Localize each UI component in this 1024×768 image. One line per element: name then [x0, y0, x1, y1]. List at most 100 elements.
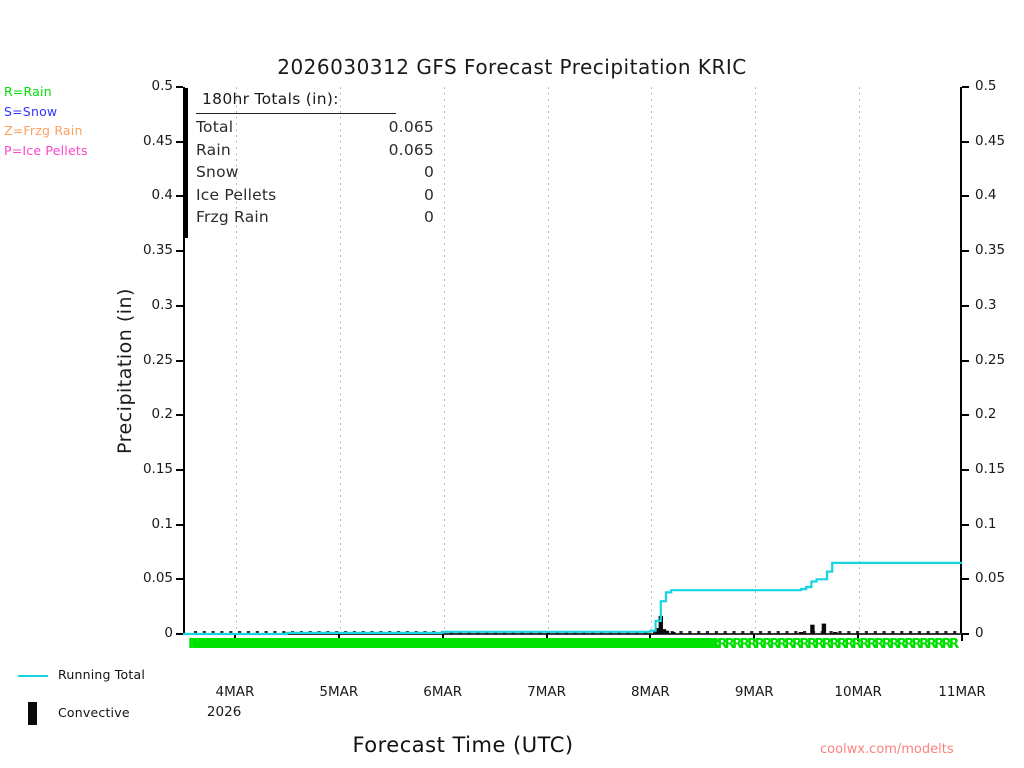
precip-type-marker: R: [370, 636, 382, 652]
precip-type-marker: R: [651, 636, 663, 652]
gridline-5: [755, 87, 757, 634]
precip-type-marker: R: [678, 636, 689, 652]
precip-type-marker: R: [437, 636, 448, 652]
precip-type-marker: R: [280, 636, 292, 652]
precip-type-marker: R: [408, 636, 419, 652]
precip-type-marker: R: [474, 636, 485, 652]
precip-type-marker: R: [222, 636, 234, 652]
precip-type-marker: R: [225, 636, 236, 652]
precip-type-marker: R: [806, 636, 818, 652]
x-axis-baseline: [183, 633, 964, 635]
precip-type-marker: R: [323, 636, 334, 652]
precip-type-marker: R: [582, 636, 594, 652]
precip-type-marker: R: [233, 636, 244, 652]
precip-type-marker: R: [262, 636, 273, 652]
precip-type-marker: R: [596, 636, 607, 652]
precip-type-marker: R: [347, 636, 358, 652]
precip-type-marker: R: [543, 636, 554, 652]
totals-row-value: 0: [423, 163, 434, 181]
y-tick-right-10: [962, 86, 969, 88]
precip-type-marker: R: [405, 636, 416, 652]
plot-frame: [183, 87, 962, 634]
precip-type-marker: R: [455, 636, 467, 652]
precip-type-marker: R: [352, 636, 363, 652]
precip-type-marker: R: [373, 636, 384, 652]
precip-type-marker: R: [617, 636, 628, 652]
precip-type-marker: R: [439, 636, 451, 652]
series-legend-label: Running Total: [58, 667, 145, 682]
precip-type-marker: R: [609, 636, 620, 652]
precip-type-marker: R: [264, 636, 276, 652]
totals-row: Snow 0: [196, 163, 434, 186]
precip-type-marker: R: [739, 636, 750, 652]
precip-type-marker: R: [564, 636, 575, 652]
convective-swatch-icon: [28, 702, 37, 725]
precip-type-marker: R: [548, 636, 559, 652]
gridline-2: [443, 87, 445, 634]
totals-summary-box: 180hr Totals (in): Total 0.065 Rain 0.065 Sn…: [185, 88, 437, 238]
gridline-1: [339, 87, 341, 634]
y-axis-title: Precipitation (in): [114, 288, 136, 454]
precip-type-marker: R: [889, 636, 900, 652]
gridline-6: [859, 87, 861, 634]
precip-type-marker: R: [429, 636, 440, 652]
precip-type-marker: R: [188, 636, 199, 652]
y-tick-left-8: [176, 195, 183, 198]
precip-type-marker: R: [418, 636, 430, 652]
precip-type-marker: R: [635, 636, 647, 652]
totals-row-label: Frzg Rain: [196, 208, 269, 226]
totals-row-label: Rain: [196, 140, 231, 159]
precip-type-marker: R: [611, 636, 623, 652]
precip-type-marker: R: [392, 636, 403, 652]
precip-type-marker: R: [241, 636, 252, 652]
precip-type-legend-item-1: S=Snow: [4, 103, 58, 119]
y-tick-label-left-6: 0.3: [151, 296, 173, 313]
page-title: 2026030312 GFS Forecast Precipitation KR…: [277, 55, 747, 79]
precip-type-marker: R: [948, 636, 960, 652]
y-tick-right-6: [962, 304, 969, 307]
precip-type-marker: R: [672, 636, 684, 652]
precip-type-marker: R: [625, 636, 636, 652]
precip-type-marker: R: [535, 636, 546, 652]
precip-type-marker: R: [484, 636, 496, 652]
site-watermark: coolwx.com/modelts: [820, 742, 954, 757]
precip-type-marker: R: [410, 636, 422, 652]
y-tick-left-9: [176, 140, 183, 143]
precip-type-marker: R: [664, 636, 676, 652]
precip-type-marker: R: [670, 636, 681, 652]
precip-type-marker: R: [426, 636, 437, 652]
precip-type-marker: R: [431, 636, 443, 652]
x-tick-label-6: 10MAR: [834, 684, 882, 700]
precip-type-marker: R: [331, 636, 342, 652]
precip-type-marker: R: [278, 636, 289, 652]
totals-row-value: 0: [423, 208, 434, 226]
series-legend-label: Convective: [58, 705, 130, 720]
precip-type-marker: R: [360, 636, 371, 652]
y-tick-label-left-8: 0.4: [151, 187, 173, 204]
totals-row: Total 0.065: [196, 118, 434, 141]
precip-type-marker: R: [421, 636, 432, 652]
precip-type-marker: R: [466, 636, 477, 652]
series-legend-item-1: Convective: [12, 702, 187, 738]
precip-type-marker: R: [911, 636, 922, 652]
precip-type-marker: R: [511, 636, 522, 652]
precip-type-marker: R: [251, 636, 263, 652]
x-tick-label-3: 7MAR: [527, 684, 566, 700]
y-tick-label-left-5: 0.25: [142, 351, 173, 368]
precip-type-marker: R: [376, 636, 387, 652]
precip-type-marker: R: [460, 636, 472, 652]
precip-type-marker: R: [881, 636, 892, 652]
precip-type-marker: R: [696, 636, 708, 652]
precip-type-marker: R: [814, 636, 825, 652]
precip-type-marker: R: [386, 636, 398, 652]
precip-type-marker: R: [556, 636, 567, 652]
y-tick-label-right-4: 0.2: [975, 406, 997, 423]
precip-type-marker: R: [606, 636, 618, 652]
precip-type-marker: R: [415, 636, 427, 652]
totals-row-label: Snow: [196, 163, 239, 181]
y-tick-label-right-7: 0.35: [975, 242, 1006, 259]
totals-row-value: 0.065: [388, 118, 434, 136]
precip-type-legend: R=Rain S=Snow Z=Frzg Rain P=Ice Pellets: [4, 82, 88, 160]
precip-type-marker: R: [272, 636, 284, 652]
